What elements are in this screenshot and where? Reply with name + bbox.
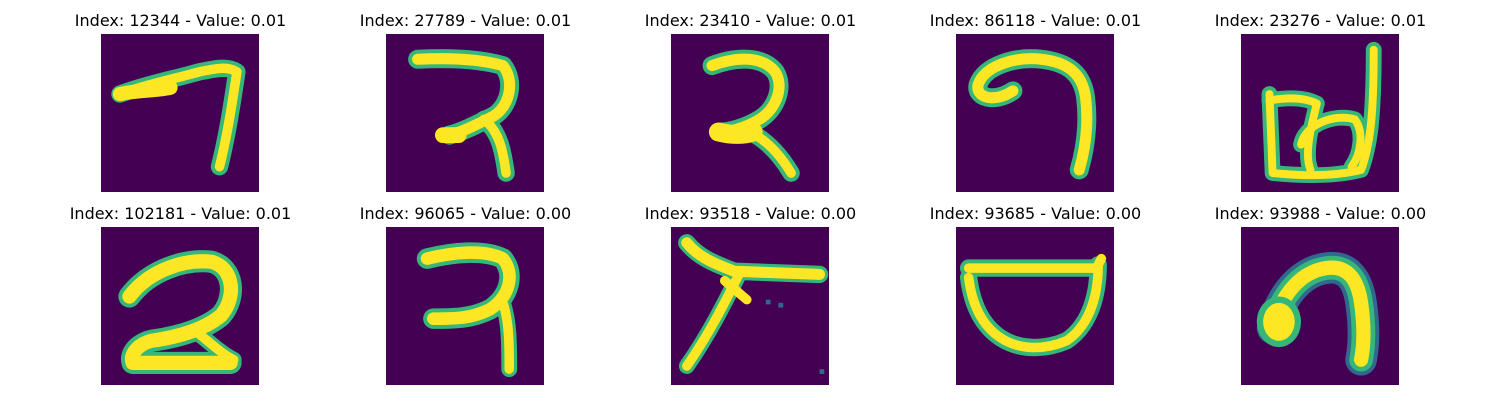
- panel-title: Index: 27789 - Value: 0.01: [359, 11, 572, 30]
- panel-10: Index: 93988 - Value: 0.00: [1178, 205, 1463, 395]
- panel-2: Index: 27789 - Value: 0.01: [323, 12, 608, 202]
- panel-title: Index: 12344 - Value: 0.01: [74, 11, 287, 30]
- panel-title: Index: 23410 - Value: 0.01: [644, 11, 857, 30]
- panel-title: Index: 23276 - Value: 0.01: [1214, 11, 1427, 30]
- digit-image: [101, 227, 259, 385]
- panel-7: Index: 96065 - Value: 0.00: [323, 205, 608, 395]
- digit-image: [956, 34, 1114, 192]
- panel-4: Index: 86118 - Value: 0.01: [893, 12, 1178, 202]
- digit-image: [386, 34, 544, 192]
- digit-image: [386, 227, 544, 385]
- panel-1: Index: 12344 - Value: 0.01: [38, 12, 323, 202]
- panel-title: Index: 102181 - Value: 0.01: [69, 204, 292, 223]
- panel-title: Index: 93988 - Value: 0.00: [1214, 204, 1427, 223]
- digit-image: [1241, 227, 1399, 385]
- panel-title: Index: 93685 - Value: 0.00: [929, 204, 1142, 223]
- panel-6: Index: 102181 - Value: 0.01: [38, 205, 323, 395]
- panel-5: Index: 23276 - Value: 0.01: [1178, 12, 1463, 202]
- digit-image: [956, 227, 1114, 385]
- panel-3: Index: 23410 - Value: 0.01: [608, 12, 893, 202]
- panel-title: Index: 86118 - Value: 0.01: [929, 11, 1142, 30]
- panel-9: Index: 93685 - Value: 0.00: [893, 205, 1178, 395]
- panel-title: Index: 96065 - Value: 0.00: [359, 204, 572, 223]
- digit-image: [101, 34, 259, 192]
- digit-image: [671, 227, 829, 385]
- panel-8: Index: 93518 - Value: 0.00: [608, 205, 893, 395]
- panel-title: Index: 93518 - Value: 0.00: [644, 204, 857, 223]
- digit-image: [671, 34, 829, 192]
- digit-image: [1241, 34, 1399, 192]
